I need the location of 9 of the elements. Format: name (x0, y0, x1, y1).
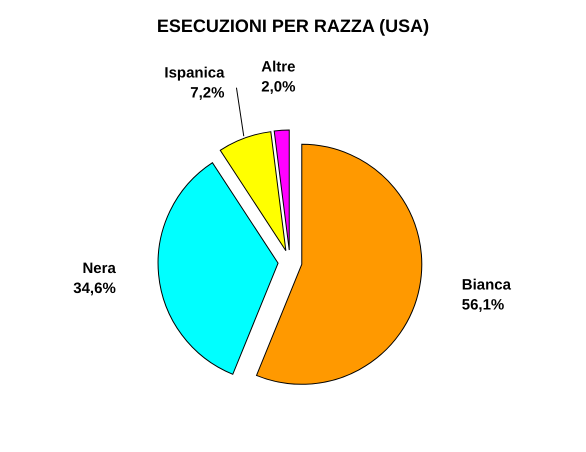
slice-label: Ispanica (164, 64, 226, 82)
data-label: 56,1% (462, 296, 504, 314)
data-label: 34,6% (73, 280, 116, 297)
slice-label: Nera (82, 260, 116, 277)
chart-title: ESECUZIONI PER RAZZA (USA) (156, 16, 430, 36)
slice-label: Altre (261, 58, 296, 76)
slice-label: Bianca (462, 276, 512, 294)
data-label: 7,2% (190, 84, 224, 102)
data-label: 2,0% (261, 78, 296, 96)
